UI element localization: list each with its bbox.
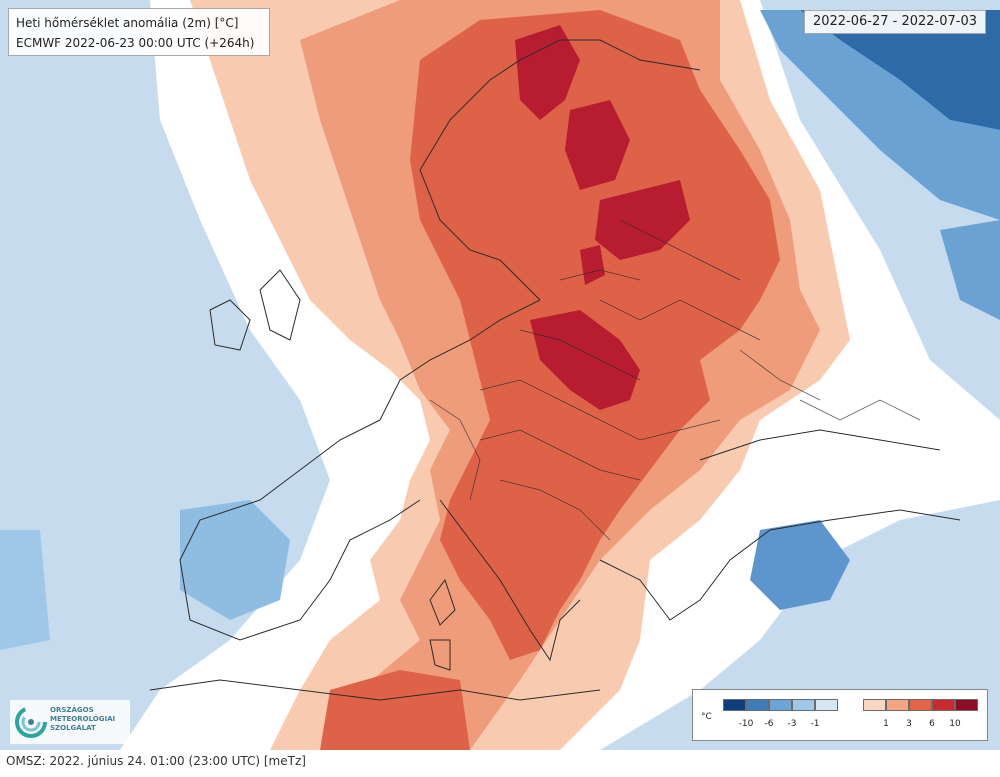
legend-tick-cold-2: -6 [764, 719, 774, 729]
legend-tick-warm-4: 10 [949, 719, 961, 729]
legend-swatch-warm-3 [909, 699, 932, 711]
warm-anomaly-10-poland [530, 310, 640, 410]
logo-line-2: METEOROLÓGIAI [50, 715, 116, 723]
legend-tick-warm-2: 3 [906, 719, 912, 729]
legend-swatch-cold-1 [723, 699, 746, 711]
legend-swatch-warm-2 [886, 699, 909, 711]
valid-period-box: 2022-06-27 - 2022-07-03 [803, 10, 986, 34]
legend-swatch-cold-4 [792, 699, 815, 711]
map-title-box: Heti hőmérséklet anomália (2m) [°C] ECMW… [8, 8, 270, 56]
warm-anomaly-10-russia [595, 180, 690, 260]
omsz-logo: ORSZÁGOS METEOROLÓGIAI SZOLGÁLAT [10, 700, 130, 744]
cold-anomaly-west [0, 530, 50, 650]
valid-period: 2022-06-27 - 2022-07-03 [812, 14, 977, 29]
legend-swatch-cold-5 [815, 699, 838, 711]
cold-anomaly-iberia [180, 500, 290, 620]
anomaly-map [0, 0, 1000, 750]
legend-tick-cold-4: -1 [810, 719, 820, 729]
logo-line-3: SZOLGÁLAT [50, 724, 96, 732]
coastlines [149, 39, 961, 701]
country-borders [429, 219, 921, 541]
logo-line-1: ORSZÁGOS [50, 706, 94, 714]
legend-swatch-warm-1 [863, 699, 886, 711]
cold-anomaly-arctic [800, 10, 1000, 130]
warm-anomaly-6-south [320, 670, 470, 750]
warm-anomaly-10-finland [565, 100, 630, 190]
legend-tick-cold-3: -3 [787, 719, 797, 729]
cold-anomaly-arctic-mid [760, 10, 1000, 220]
color-legend: °C -10 -6 -3 -1 1 3 6 10 [692, 689, 988, 741]
legend-swatch-warm-5 [955, 699, 978, 711]
cold-anomaly-turkey [750, 520, 850, 610]
warm-anomaly-10-north [515, 25, 580, 120]
legend-tick-warm-3: 6 [929, 719, 935, 729]
legend-tick-warm-1: 1 [883, 719, 889, 729]
warm-anomaly-10-baltic [580, 245, 605, 285]
swirl-logo-icon [15, 706, 47, 738]
legend-swatch-cold-2 [746, 699, 769, 711]
legend-swatch-cold-3 [769, 699, 792, 711]
map-title: Heti hőmérséklet anomália (2m) [°C] [16, 16, 239, 30]
model-run: ECMWF 2022-06-23 00:00 UTC (+264h) [16, 36, 255, 50]
legend-unit: °C [701, 712, 712, 722]
legend-tick-cold-1: -10 [738, 719, 754, 729]
legend-swatch-warm-4 [932, 699, 955, 711]
cold-anomaly-east [940, 220, 1000, 320]
footer-caption: OMSZ: 2022. június 24. 01:00 (23:00 UTC)… [6, 754, 306, 768]
